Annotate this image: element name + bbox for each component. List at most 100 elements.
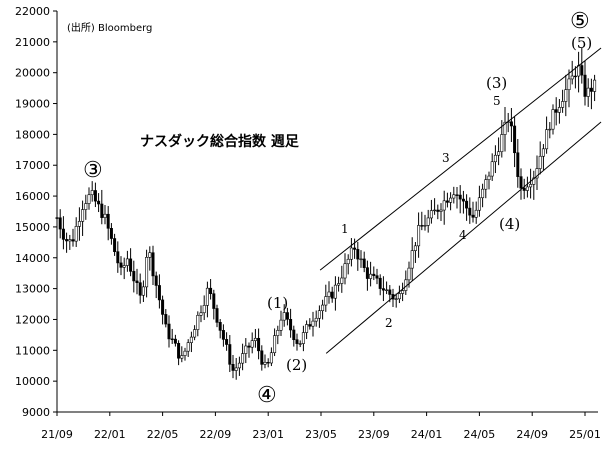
price-bar-body <box>471 214 475 218</box>
price-bar-body <box>145 257 149 288</box>
x-tick-label: 23/05 <box>305 428 337 441</box>
price-bar-body <box>113 238 117 252</box>
price-bar-body <box>295 339 299 344</box>
price-bar-body <box>231 364 235 371</box>
price-bar-body <box>583 74 587 97</box>
price-bar-body <box>410 250 414 269</box>
x-tick-label: 23/09 <box>358 428 390 441</box>
price-bar-body <box>327 291 331 297</box>
price-bar-body <box>253 337 257 341</box>
price-bar-body <box>167 323 171 340</box>
price-bar-body <box>202 305 206 314</box>
x-tick-label: 22/05 <box>147 428 179 441</box>
price-bar-body <box>465 200 469 209</box>
y-tick-label: 17000 <box>15 159 50 172</box>
wave-label-4-circled: ④ <box>257 383 277 408</box>
y-tick-label: 20000 <box>15 67 50 80</box>
y-tick-label: 10000 <box>15 375 50 388</box>
price-bar-body <box>71 239 75 242</box>
price-bar-body <box>484 179 488 190</box>
price-bar-body <box>349 247 353 260</box>
price-bar-body <box>493 154 497 163</box>
price-bar-body <box>445 200 449 203</box>
price-bar-body <box>285 312 289 320</box>
price-bar-body <box>154 275 158 286</box>
price-bar-body <box>561 101 565 108</box>
price-bar-body <box>487 175 491 180</box>
price-bar-body <box>298 343 302 345</box>
price-bar-body <box>519 176 523 189</box>
price-bar-body <box>199 312 203 316</box>
price-bar-body <box>324 296 328 306</box>
price-bar-body <box>122 265 126 268</box>
price-bar-body <box>273 335 277 354</box>
price-bar-body <box>525 186 529 191</box>
price-bar-body <box>164 314 168 325</box>
price-bar-body <box>461 198 465 202</box>
price-bar-body <box>365 267 369 279</box>
wave-label-paren-3: (3) <box>486 74 507 92</box>
price-bar-body <box>68 239 72 242</box>
price-bar-body <box>103 213 107 218</box>
price-bar-body <box>589 87 593 92</box>
price-bar-body <box>244 345 248 354</box>
price-bar-body <box>276 330 280 336</box>
wave-label-paren-5: (5) <box>571 34 592 52</box>
price-bar-body <box>449 197 453 203</box>
price-bar-body <box>490 161 494 177</box>
price-bar-body <box>356 249 360 260</box>
price-bar-body <box>129 258 133 272</box>
price-bar-body <box>106 213 110 229</box>
wave-label-paren-4: (4) <box>499 215 520 233</box>
price-bar-body <box>279 319 283 331</box>
price-bar-body <box>394 298 398 300</box>
price-bar-body <box>225 339 229 345</box>
price-bar-body <box>378 277 382 289</box>
price-bar-body <box>55 217 59 219</box>
price-bar-body <box>420 225 424 227</box>
x-tick-label: 24/05 <box>464 428 496 441</box>
price-bar-body <box>407 267 411 281</box>
price-bar-body <box>423 225 427 227</box>
price-bar-body <box>61 228 65 240</box>
price-bar-body <box>234 367 238 371</box>
price-bar-body <box>100 203 104 218</box>
price-bar-body <box>436 209 440 212</box>
y-tick-label: 19000 <box>15 98 50 111</box>
price-bar-body <box>509 121 513 127</box>
price-bar-body <box>426 217 430 226</box>
price-bar-body <box>250 340 254 348</box>
price-bar-body <box>452 194 456 199</box>
price-bar-body <box>305 324 309 333</box>
price-bar-body <box>205 287 209 306</box>
price-bar-body <box>282 312 286 321</box>
price-bar-body <box>157 285 161 301</box>
price-bar-body <box>343 263 347 279</box>
price-bar-body <box>481 188 485 199</box>
price-bar-body <box>263 361 267 365</box>
price-bar-body <box>170 338 174 341</box>
price-bar-body <box>554 109 558 113</box>
price-bar-body <box>570 75 574 80</box>
x-tick-group: 21/09 22/01 22/05 22/09 23/01 23/05 23/09 24/01… <box>41 412 601 441</box>
y-tick-label: 16000 <box>15 190 50 203</box>
price-bar-body <box>180 355 184 359</box>
price-bar-body <box>577 65 581 77</box>
channel-line-lower <box>325 121 602 354</box>
trend-channel <box>319 47 602 354</box>
wave-label-paren-2: (2) <box>286 356 307 374</box>
x-tick-label: 24/09 <box>516 428 548 441</box>
price-bar-body <box>81 209 85 222</box>
price-bar-body <box>529 184 533 188</box>
subwave-label-4: 4 <box>459 228 467 242</box>
price-bar-body <box>474 209 478 218</box>
price-bar-body <box>196 315 200 330</box>
price-bar-body <box>458 194 462 200</box>
price-bar-body <box>500 134 504 153</box>
price-bar-body <box>513 125 517 154</box>
price-bar-body <box>455 194 459 196</box>
price-bar-body <box>269 352 273 364</box>
y-tick-label: 21000 <box>15 36 50 49</box>
price-bar-body <box>301 332 305 344</box>
y-tick-label: 12000 <box>15 313 50 326</box>
